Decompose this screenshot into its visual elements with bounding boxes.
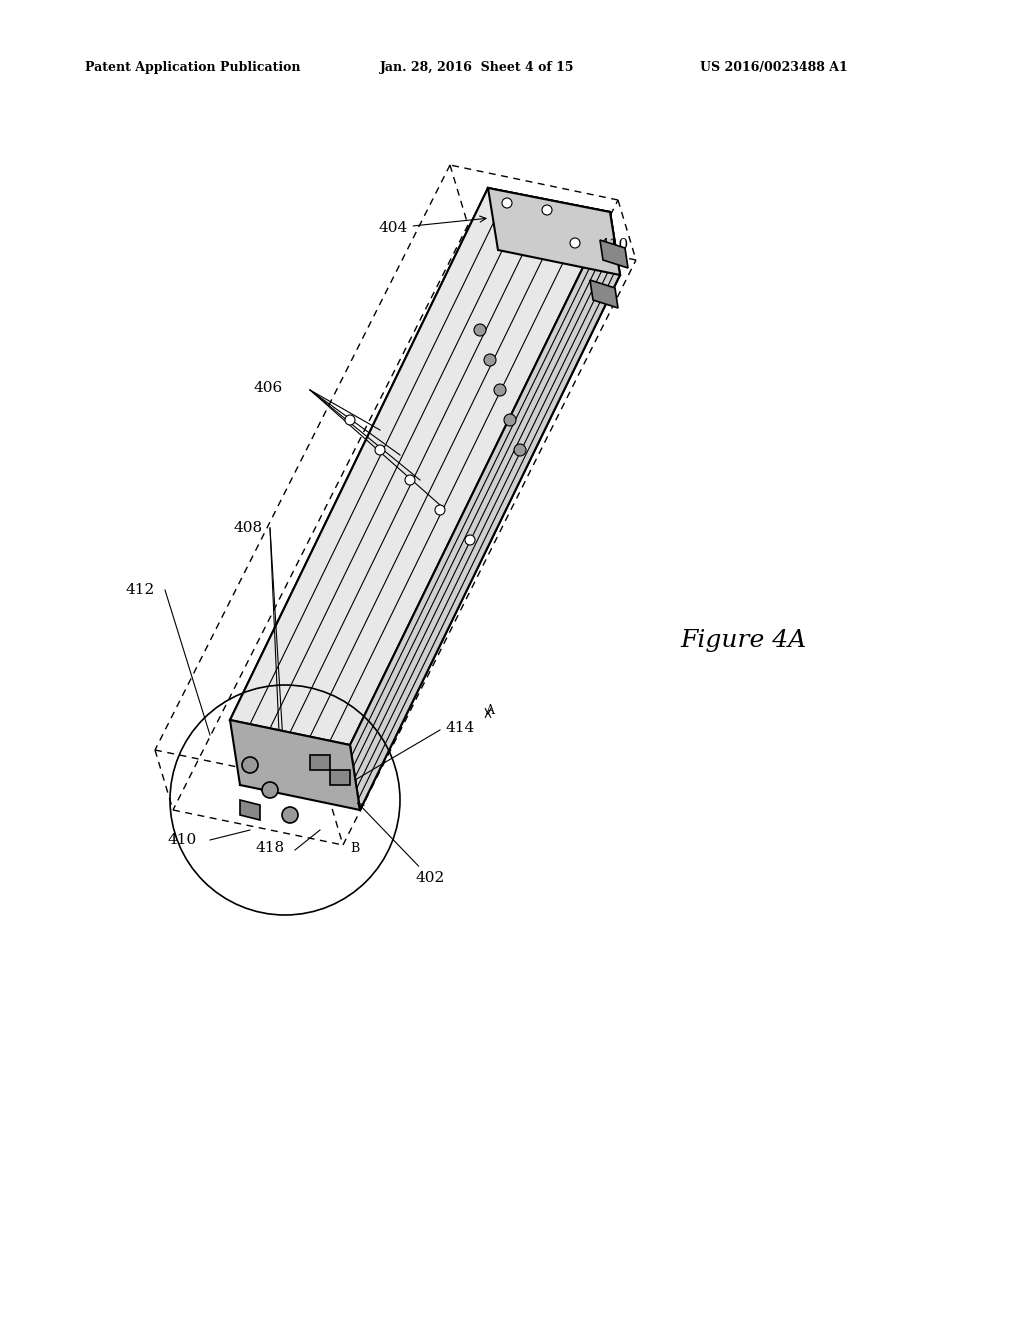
Text: 404: 404 <box>379 216 486 235</box>
Circle shape <box>504 414 516 426</box>
Text: US 2016/0023488 A1: US 2016/0023488 A1 <box>700 62 848 74</box>
Text: 406: 406 <box>253 381 283 395</box>
Polygon shape <box>488 187 620 275</box>
Text: A: A <box>485 704 495 717</box>
Bar <box>330 770 350 785</box>
Circle shape <box>375 445 385 455</box>
Circle shape <box>282 807 298 822</box>
Polygon shape <box>350 213 620 810</box>
Circle shape <box>494 384 506 396</box>
Circle shape <box>345 414 355 425</box>
Polygon shape <box>230 719 360 810</box>
Text: Jan. 28, 2016  Sheet 4 of 15: Jan. 28, 2016 Sheet 4 of 15 <box>380 62 574 74</box>
Text: 410: 410 <box>600 238 630 252</box>
Text: 402: 402 <box>357 803 444 884</box>
Circle shape <box>514 444 526 455</box>
Circle shape <box>262 781 278 799</box>
Text: 408: 408 <box>233 521 262 535</box>
Text: 418: 418 <box>255 841 285 855</box>
Circle shape <box>570 238 580 248</box>
Text: B: B <box>350 842 359 854</box>
Text: Patent Application Publication: Patent Application Publication <box>85 62 300 74</box>
Text: 412: 412 <box>125 583 155 597</box>
Bar <box>310 755 330 770</box>
Polygon shape <box>240 800 260 820</box>
Circle shape <box>484 354 496 366</box>
Polygon shape <box>600 240 628 268</box>
Text: Figure 4A: Figure 4A <box>680 628 806 652</box>
Circle shape <box>474 323 486 337</box>
Polygon shape <box>590 280 618 308</box>
Circle shape <box>502 198 512 209</box>
Circle shape <box>242 756 258 774</box>
Circle shape <box>542 205 552 215</box>
Text: 410: 410 <box>167 833 197 847</box>
Circle shape <box>435 506 445 515</box>
Circle shape <box>465 535 475 545</box>
Polygon shape <box>230 187 610 744</box>
Circle shape <box>406 475 415 484</box>
Text: 414: 414 <box>445 721 475 735</box>
